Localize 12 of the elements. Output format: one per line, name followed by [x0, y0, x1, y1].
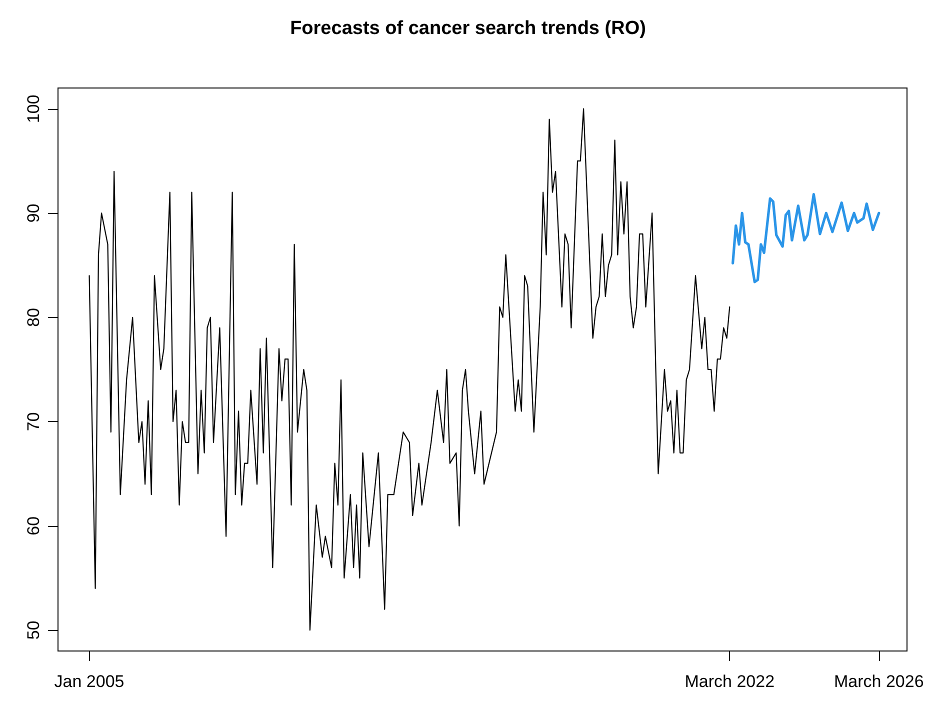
y-tick-label: 60 [24, 516, 43, 536]
line-series [88, 108, 730, 631]
line-series [732, 193, 880, 284]
y-tick-label: 100 [24, 94, 43, 124]
x-tick-label: March 2026 [834, 672, 924, 691]
y-tick-label: 90 [24, 204, 43, 223]
chart-title: Forecasts of cancer search trends (RO) [290, 18, 646, 39]
x-tick-label: March 2022 [684, 672, 775, 691]
y-tick-label: 50 [24, 620, 43, 640]
y-tick-label: 70 [24, 412, 43, 432]
x-tick-label: Jan 2005 [54, 672, 124, 691]
y-tick-label: 80 [24, 308, 43, 327]
